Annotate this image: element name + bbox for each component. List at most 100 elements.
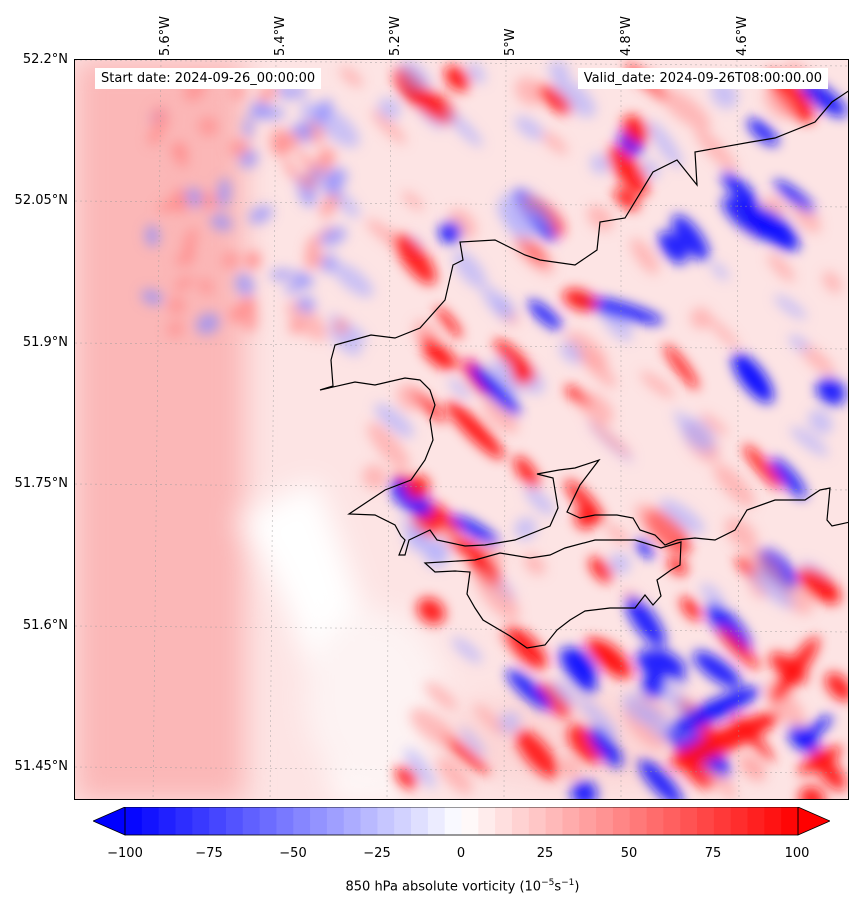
vorticity-blob	[625, 596, 666, 647]
vorticity-blob	[690, 307, 712, 330]
vorticity-blob	[400, 60, 432, 93]
vorticity-blob	[482, 285, 508, 316]
vorticity-blob	[170, 141, 188, 158]
valid-date-label: Valid_date: 2024-09-26T08:00:00.00	[577, 68, 828, 89]
colorbar-cell	[343, 807, 362, 835]
vorticity-blob	[513, 235, 555, 275]
vorticity-blob	[362, 464, 388, 490]
vorticity-blob	[669, 687, 761, 733]
colorbar-cell	[411, 807, 429, 835]
colorbar-cell	[427, 807, 446, 835]
colorbar-cell	[158, 807, 176, 835]
vorticity-blob	[538, 682, 571, 718]
colorbar-cell	[242, 807, 261, 835]
lat-label-51-75: 51.75°N	[14, 476, 68, 491]
vorticity-blob	[171, 188, 190, 214]
colorbar-label: 850 hPa absolute vorticity (10−5s−1)	[345, 878, 580, 895]
colorbar-cell	[293, 807, 311, 835]
vorticity-blob	[405, 474, 430, 500]
vorticity-blob	[284, 276, 312, 294]
vorticity-blob	[693, 651, 742, 689]
vorticity-blob	[578, 348, 617, 388]
vorticity-blob	[421, 335, 459, 369]
vorticity-blob	[289, 124, 310, 135]
vorticity-blob	[333, 318, 349, 335]
colorbar-tick: 75	[704, 846, 722, 861]
vorticity-blob	[323, 172, 341, 201]
start-date-label: Start date: 2024-09-26_00:00:00	[95, 68, 322, 89]
vorticity-blob	[717, 627, 760, 670]
colorbar-tick: −50	[279, 846, 307, 861]
vorticity-blob	[413, 88, 456, 124]
graticule	[75, 60, 848, 799]
coastline	[319, 90, 848, 649]
colorbar-cells	[125, 807, 799, 835]
vorticity-blob	[713, 463, 756, 508]
vorticity-blob	[210, 213, 233, 231]
vorticity-field	[75, 60, 848, 799]
colorbar-cell	[680, 807, 698, 835]
lon-label-5-6w: 5.6°W	[158, 15, 173, 56]
vorticity-blob	[300, 173, 315, 190]
vorticity-blob	[609, 552, 631, 575]
lat-label-52-05: 52.05°N	[14, 193, 68, 208]
vorticity-blob	[506, 669, 552, 711]
vorticity-blob	[550, 680, 577, 707]
vorticity-blob	[482, 397, 519, 434]
vorticity-blob	[634, 503, 684, 547]
vorticity-blob	[285, 300, 328, 341]
colorbar-cell	[495, 807, 513, 835]
vorticity-blob	[825, 672, 848, 702]
vorticity-blob	[269, 127, 290, 157]
vorticity-blob	[655, 648, 687, 673]
vorticity-blob	[540, 131, 568, 155]
colorbar-cell	[192, 807, 210, 835]
vorticity-blob	[565, 479, 605, 524]
vorticity-blob	[438, 221, 462, 244]
vorticity-blob	[378, 97, 401, 120]
vorticity-blob	[672, 214, 709, 261]
vorticity-blob	[562, 288, 598, 312]
vorticity-blob	[514, 517, 537, 540]
vorticity-blob	[500, 192, 538, 238]
vorticity-blob	[601, 307, 633, 342]
vorticity-blob	[305, 234, 322, 257]
vorticity-blob	[417, 597, 446, 625]
colorbar-cell	[259, 807, 277, 835]
vorticity-blob	[580, 392, 614, 426]
vorticity-blob	[395, 765, 418, 789]
vorticity-blob	[694, 127, 738, 173]
vorticity-blob	[524, 486, 555, 516]
lon-label-4-6w: 4.6°W	[735, 15, 750, 56]
vorticity-blob	[630, 238, 659, 275]
colorbar-cell	[579, 807, 597, 835]
vorticity-blob	[339, 66, 363, 88]
lon-label-4-8w: 4.8°W	[619, 15, 634, 56]
colorbar	[93, 807, 830, 836]
vorticity-blob	[588, 726, 623, 768]
vorticity-blob	[680, 596, 702, 621]
colorbar-tick: 50	[620, 846, 638, 861]
colorbar-cell	[612, 807, 631, 835]
vorticity-blob	[700, 583, 724, 606]
vorticity-blob	[664, 344, 699, 390]
colorbar-cell	[562, 807, 580, 835]
vorticity-blob	[196, 313, 220, 335]
vorticity-blob	[587, 205, 614, 231]
vorticity-blob	[221, 251, 240, 270]
vorticity-blob	[561, 758, 580, 780]
vorticity-blob	[248, 205, 273, 224]
vorticity-blob	[659, 499, 705, 535]
vorticity-blob	[437, 757, 473, 795]
vorticity-blob	[297, 149, 314, 171]
vorticity-blob	[515, 729, 559, 778]
vorticity-blob	[446, 401, 504, 459]
colorbar-cell	[781, 807, 799, 835]
vorticity-blob	[296, 295, 316, 314]
colorbar-cell	[444, 807, 462, 835]
vorticity-blob	[401, 191, 424, 211]
vorticity-blob	[641, 159, 660, 179]
vorticity-blob	[288, 320, 304, 334]
vorticity-blobs	[141, 60, 848, 799]
vorticity-blob	[538, 85, 572, 115]
